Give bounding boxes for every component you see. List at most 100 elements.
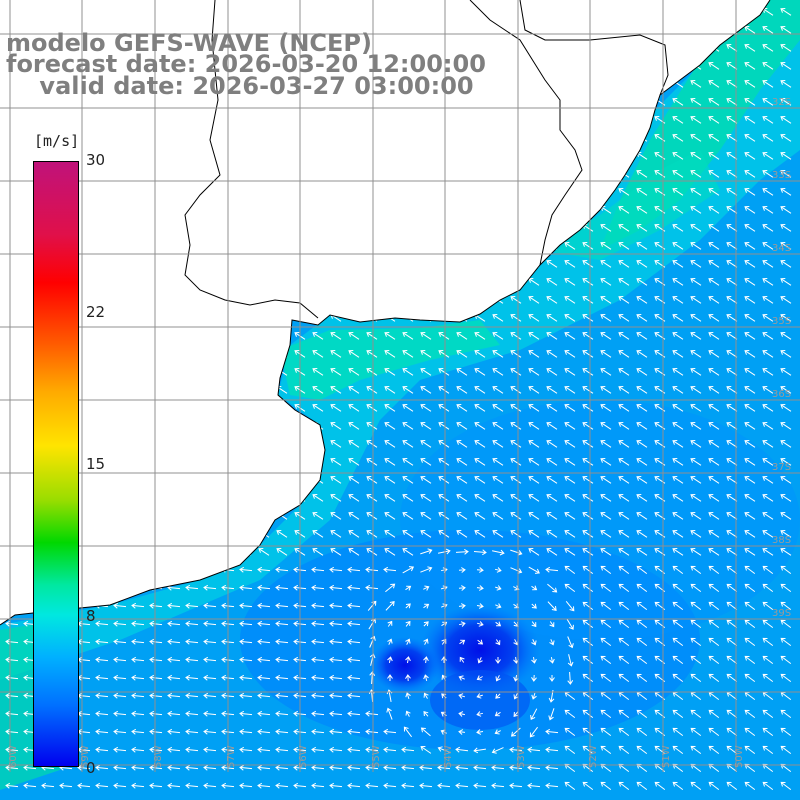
wind-arrow (582, 188, 594, 196)
wind-arrow (384, 8, 396, 16)
wind-arrow (474, 512, 486, 520)
wind-arrow (438, 494, 450, 502)
wind-arrow (528, 224, 540, 232)
wind-arrow (762, 152, 774, 160)
wind-arrow (114, 476, 126, 484)
wind-arrow (348, 404, 360, 412)
wind-arrow (546, 476, 558, 484)
wind-arrow (385, 583, 396, 593)
wind-arrow (780, 62, 792, 70)
wind-arrow (780, 260, 792, 268)
wind-arrow (582, 673, 594, 682)
wind-arrow (582, 548, 594, 556)
wind-arrow (510, 422, 522, 430)
wind-arrow (114, 314, 126, 322)
wind-arrow (582, 134, 594, 142)
wind-arrow (495, 603, 502, 609)
wind-arrow (780, 655, 792, 664)
wind-arrow (131, 566, 145, 573)
wind-arrow (456, 188, 468, 196)
wind-arrow (150, 386, 162, 394)
wind-arrow (744, 134, 756, 142)
wind-arrow (239, 656, 253, 663)
wind-arrow (5, 638, 19, 645)
wind-arrow (690, 655, 702, 664)
wind-arrow (276, 188, 288, 196)
wind-arrow (258, 278, 270, 286)
wind-arrow (618, 278, 630, 286)
wind-arrow (402, 26, 414, 34)
wind-arrow (311, 764, 325, 771)
wind-arrow (762, 673, 774, 682)
wind-arrow (365, 584, 379, 591)
wind-arrow (132, 422, 144, 430)
wind-arrow (6, 206, 18, 214)
wind-arrow (762, 476, 774, 484)
wind-arrow (726, 512, 738, 520)
wind-arrow (726, 62, 738, 70)
wind-arrow (311, 728, 325, 735)
wind-arrow (95, 710, 109, 717)
wind-arrow (780, 440, 792, 448)
wind-arrow (185, 584, 199, 591)
wind-arrow (150, 134, 162, 142)
wind-arrow (167, 620, 181, 627)
wind-arrow (672, 727, 684, 736)
wind-arrow (96, 548, 108, 556)
wind-arrow (258, 116, 270, 124)
wind-arrow (131, 782, 145, 789)
wind-arrow (6, 422, 18, 430)
wind-arrow (618, 332, 630, 340)
wind-arrow (402, 278, 414, 286)
wind-arrow (420, 404, 432, 412)
wind-arrow (744, 512, 756, 520)
wind-arrow (186, 188, 198, 196)
wind-arrow (564, 170, 576, 178)
wind-arrow (672, 188, 684, 196)
wind-arrow (473, 782, 487, 789)
wind-arrow (474, 188, 486, 196)
wind-arrow (726, 548, 738, 556)
wind-arrow (618, 44, 630, 52)
wind-arrow (240, 116, 252, 124)
wind-arrow (312, 386, 324, 394)
wind-arrow (438, 332, 450, 340)
wind-arrow (348, 296, 360, 304)
wind-arrow (186, 170, 198, 178)
wind-arrow (564, 781, 576, 790)
wind-arrow (582, 583, 594, 592)
wind-arrow (708, 116, 720, 124)
wind-arrow (420, 242, 432, 250)
wind-arrow (564, 44, 576, 52)
wind-arrow (95, 638, 109, 645)
wind-arrow (510, 494, 522, 502)
wind-arrow (131, 638, 145, 645)
wind-arrow (762, 332, 774, 340)
wind-arrow (546, 548, 558, 556)
wind-arrow (726, 116, 738, 124)
wind-arrow (420, 134, 432, 142)
wind-arrow (744, 637, 756, 646)
wind-arrow (528, 512, 540, 520)
wind-arrow (132, 8, 144, 16)
wind-arrow (95, 782, 109, 789)
wind-arrow (276, 476, 288, 484)
wind-arrow (330, 458, 342, 466)
wind-arrow (96, 242, 108, 250)
wind-arrow (275, 764, 289, 771)
wind-arrow (384, 116, 396, 124)
wind-arrow (168, 314, 180, 322)
wind-arrow (564, 440, 576, 448)
wind-arrow (582, 530, 594, 538)
wind-arrow (275, 728, 289, 735)
wind-arrow (600, 548, 612, 556)
wind-arrow (168, 476, 180, 484)
wind-arrow (510, 26, 522, 34)
wind-arrow (185, 764, 199, 771)
wind-arrow (78, 332, 90, 340)
wind-arrow (546, 404, 558, 412)
wind-arrow (513, 674, 519, 682)
wind-arrow (762, 619, 774, 628)
wind-arrow (384, 404, 396, 412)
wind-arrow (708, 458, 720, 466)
